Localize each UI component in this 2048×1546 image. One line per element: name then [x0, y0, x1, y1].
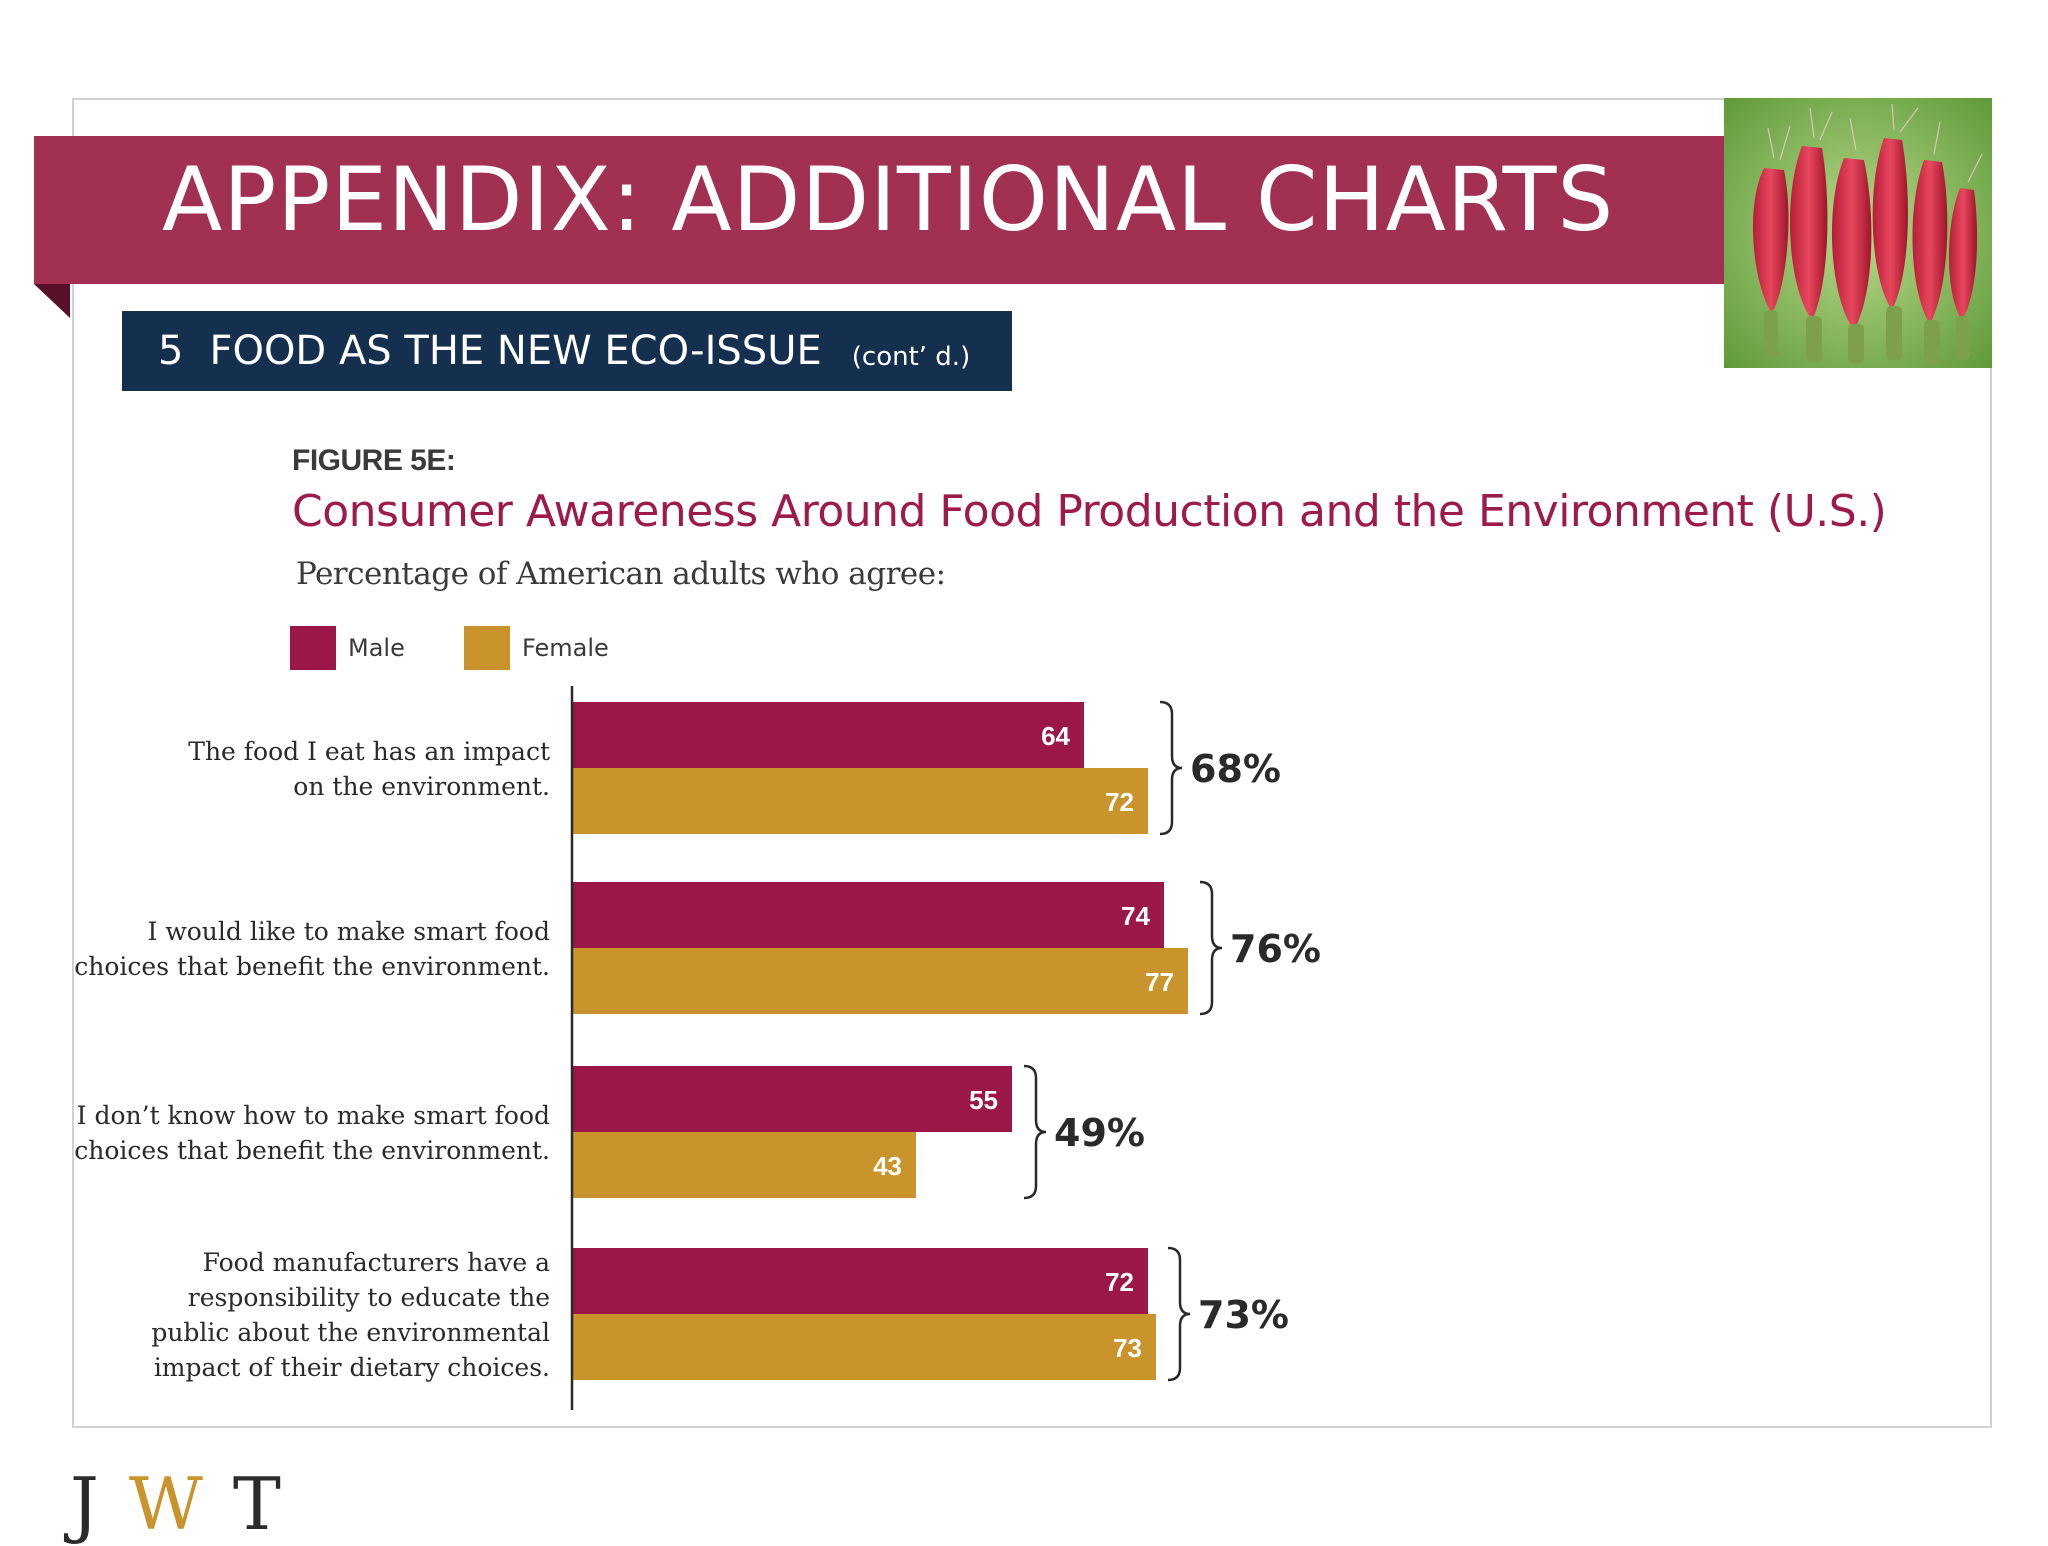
section-title: FOOD AS THE NEW ECO-ISSUE [209, 328, 822, 374]
bar-female [572, 1132, 916, 1198]
page-title: APPENDIX: ADDITIONAL CHARTS [162, 148, 1615, 251]
category-label: responsibility to educate the [188, 1283, 550, 1312]
section-cont: (cont’ d.) [851, 342, 971, 372]
bar-male [572, 702, 1084, 768]
legend-item-female: Female [464, 626, 609, 670]
bar-female [572, 768, 1148, 834]
data-label-female: 77 [1145, 967, 1174, 997]
bar-female [572, 948, 1188, 1014]
category-label: choices that benefit the environment. [74, 952, 550, 981]
title-banner [34, 136, 1728, 284]
group-total-label: 73% [1198, 1293, 1289, 1337]
data-label-female: 73 [1113, 1333, 1142, 1363]
group-total-label: 76% [1230, 927, 1321, 971]
category-label: choices that benefit the environment. [74, 1136, 550, 1165]
legend-swatch-male [290, 626, 336, 670]
figure-label: FIGURE 5E: [292, 444, 456, 477]
data-label-female: 72 [1105, 787, 1134, 817]
category-label: impact of their dietary choices. [154, 1353, 550, 1382]
banner-fold [34, 284, 70, 318]
data-label-female: 43 [873, 1151, 902, 1181]
logo-letter-w: W [128, 1462, 233, 1546]
group-total-label: 49% [1054, 1111, 1145, 1155]
data-label-male: 72 [1105, 1267, 1134, 1297]
bar-male [572, 1066, 1012, 1132]
group-total-label: 68% [1190, 747, 1281, 791]
group-brace [1199, 880, 1223, 1016]
category-label: I would like to make smart food [148, 917, 551, 946]
chart-subtitle: Percentage of American adults who agree: [296, 556, 946, 592]
jwt-logo: JWT [70, 1464, 311, 1544]
data-label-male: 64 [1041, 721, 1070, 751]
section-header: 5 FOOD AS THE NEW ECO-ISSUE (cont’ d.) [122, 311, 1012, 391]
category-label: The food I eat has an impact [188, 737, 550, 766]
category-label: public about the environmental [151, 1318, 550, 1347]
group-brace [1159, 700, 1183, 836]
data-label-male: 55 [969, 1085, 998, 1115]
section-number: 5 [158, 328, 184, 374]
data-label-male: 74 [1121, 901, 1150, 931]
group-brace [1023, 1064, 1047, 1200]
radish-photo [1724, 98, 1992, 368]
logo-letter-t: T [232, 1462, 311, 1546]
legend-item-male: Male [290, 626, 405, 670]
legend-swatch-female [464, 626, 510, 670]
logo-letter-j: J [70, 1462, 129, 1546]
bar-male [572, 882, 1164, 948]
bar-female [572, 1314, 1156, 1380]
category-label: Food manufacturers have a [203, 1248, 550, 1277]
legend-label-male: Male [348, 634, 405, 662]
category-label: I don’t know how to make smart food [77, 1101, 550, 1130]
legend-label-female: Female [522, 634, 609, 662]
group-brace [1167, 1246, 1191, 1382]
bar-male [572, 1248, 1148, 1314]
chart-title: Consumer Awareness Around Food Productio… [292, 486, 1887, 537]
category-label: on the environment. [293, 772, 550, 801]
